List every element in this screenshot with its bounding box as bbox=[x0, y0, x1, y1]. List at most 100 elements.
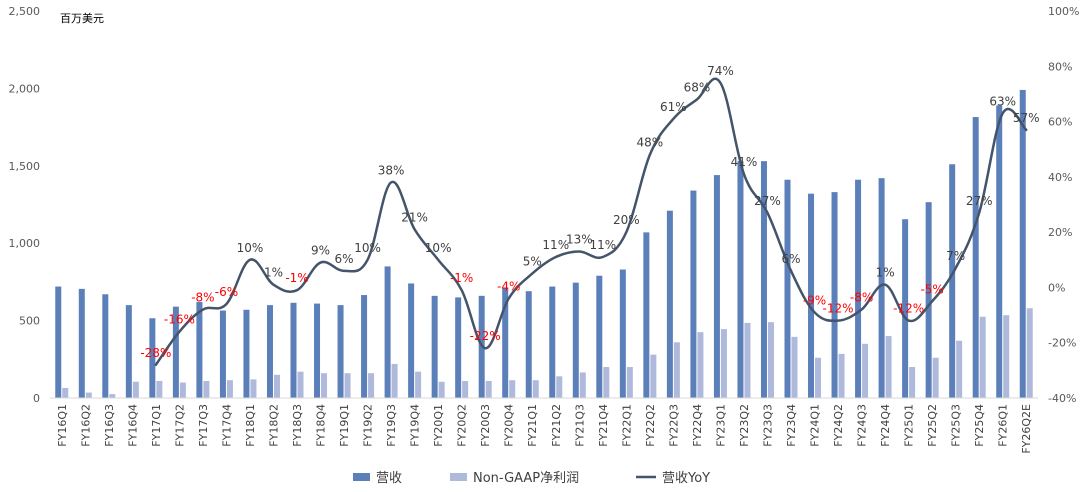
revenue-bar bbox=[502, 288, 509, 398]
yoy-data-label: 61% bbox=[660, 100, 687, 114]
left-y-tick-label: 1,000 bbox=[9, 237, 41, 250]
yoy-data-label: 41% bbox=[731, 155, 758, 169]
net-profit-bar bbox=[979, 316, 986, 398]
x-tick-label: FY18Q4 bbox=[315, 404, 328, 447]
yoy-data-label: 57% bbox=[1013, 111, 1040, 125]
net-profit-bar bbox=[603, 367, 610, 398]
left-y-tick-label: 2,500 bbox=[9, 5, 41, 18]
net-profit-bar bbox=[297, 371, 304, 398]
x-tick-label: FY17Q1 bbox=[150, 404, 163, 447]
net-profit-bar bbox=[273, 374, 280, 398]
net-profit-bar bbox=[156, 380, 163, 398]
x-tick-label: FY20Q3 bbox=[479, 404, 492, 447]
yoy-data-label: -12% bbox=[893, 302, 924, 316]
net-profit-bar bbox=[203, 380, 210, 398]
x-tick-label: FY17Q3 bbox=[197, 404, 210, 447]
revenue-bar bbox=[314, 303, 321, 398]
yoy-data-label: 68% bbox=[684, 80, 711, 94]
net-profit-bar bbox=[226, 380, 233, 398]
x-tick-label: FY18Q2 bbox=[267, 404, 280, 447]
net-profit-bar bbox=[415, 371, 422, 398]
x-tick-label: FY16Q4 bbox=[126, 404, 139, 447]
left-y-tick-label: 500 bbox=[19, 315, 40, 328]
yoy-data-label: -8% bbox=[191, 291, 214, 305]
x-tick-label: FY21Q4 bbox=[597, 404, 610, 447]
revenue-bar bbox=[972, 117, 979, 399]
revenue-bar bbox=[902, 219, 909, 398]
revenue-bar bbox=[690, 190, 697, 398]
legend: 营收 Non-GAAP净利润 营收YoY bbox=[353, 471, 710, 486]
left-y-tick-label: 1,500 bbox=[9, 160, 41, 173]
yoy-data-label: 10% bbox=[425, 241, 452, 255]
net-profit-bar bbox=[956, 340, 963, 398]
x-tick-label: FY20Q1 bbox=[432, 404, 445, 447]
yoy-data-label: -9% bbox=[803, 293, 826, 307]
net-profit-bar bbox=[391, 363, 398, 398]
x-tick-label: FY26Q2E bbox=[1020, 404, 1033, 454]
yoy-data-label: 10% bbox=[354, 241, 381, 255]
yoy-data-label: -1% bbox=[450, 271, 473, 285]
x-tick-label: FY16Q1 bbox=[56, 404, 69, 447]
x-tick-label: FY22Q1 bbox=[620, 404, 633, 447]
yoy-data-label: 6% bbox=[335, 252, 354, 266]
revenue-bar bbox=[525, 291, 532, 398]
yoy-data-label: 1% bbox=[264, 266, 283, 280]
x-tick-label: FY16Q2 bbox=[79, 404, 92, 447]
x-tick-label: FY24Q3 bbox=[856, 404, 869, 447]
revenue-bar bbox=[196, 302, 203, 398]
yoy-data-label: 27% bbox=[754, 194, 781, 208]
net-profit-bar bbox=[321, 373, 328, 398]
revenue-bar bbox=[55, 286, 62, 398]
net-profit-bar bbox=[250, 379, 257, 398]
right-y-tick-label: 0% bbox=[1048, 281, 1065, 294]
net-profit-bar bbox=[815, 357, 822, 398]
yoy-data-label: 6% bbox=[781, 252, 800, 266]
net-profit-bar bbox=[368, 373, 375, 398]
x-tick-label: FY25Q2 bbox=[926, 404, 939, 447]
yoy-data-label: 1% bbox=[876, 266, 895, 280]
revenue-bar bbox=[737, 161, 744, 398]
x-tick-label: FY26Q1 bbox=[997, 404, 1010, 447]
x-tick-label: FY19Q2 bbox=[362, 404, 375, 447]
revenue-bar bbox=[266, 305, 273, 398]
x-tick-label: FY20Q4 bbox=[503, 404, 516, 447]
revenue-bar bbox=[549, 286, 556, 398]
net-profit-bar bbox=[885, 336, 892, 398]
net-profit-bar bbox=[673, 342, 680, 398]
revenue-bar bbox=[243, 309, 250, 398]
yoy-data-label: -22% bbox=[470, 329, 501, 343]
x-tick-label: FY23Q3 bbox=[761, 404, 774, 447]
right-y-tick-label: 80% bbox=[1048, 60, 1072, 73]
x-tick-label: FY19Q1 bbox=[338, 404, 351, 447]
revenue-bar bbox=[149, 318, 156, 398]
unit-label: 百万美元 bbox=[60, 12, 104, 25]
revenue-bar bbox=[78, 288, 85, 398]
revenue-bar bbox=[666, 210, 673, 398]
yoy-data-label: -5% bbox=[920, 282, 943, 296]
yoy-data-label: 48% bbox=[637, 136, 664, 150]
x-tick-label: FY21Q2 bbox=[550, 404, 563, 447]
legend-label-yoy: 营收YoY bbox=[662, 471, 710, 486]
x-tick-label: FY19Q3 bbox=[385, 404, 398, 447]
yoy-data-label: 21% bbox=[401, 210, 428, 224]
net-profit-bar bbox=[85, 392, 92, 398]
x-tick-label: FY18Q3 bbox=[291, 404, 304, 447]
revenue-bar bbox=[219, 310, 226, 398]
yoy-data-label: 11% bbox=[589, 238, 616, 252]
revenue-bar bbox=[337, 305, 344, 398]
yoy-data-label: -8% bbox=[850, 291, 873, 305]
x-tick-label: FY25Q3 bbox=[950, 404, 963, 447]
yoy-data-label: -6% bbox=[215, 285, 238, 299]
revenue-bar bbox=[431, 295, 438, 398]
revenue-bar bbox=[925, 202, 932, 398]
x-tick-label: FY22Q3 bbox=[667, 404, 680, 447]
right-y-tick-label: -20% bbox=[1048, 337, 1076, 350]
net-profit-bar bbox=[109, 394, 116, 398]
x-tick-label: FY22Q4 bbox=[691, 404, 704, 447]
legend-swatch-revenue bbox=[353, 473, 370, 481]
yoy-line-group bbox=[154, 77, 1028, 367]
net-profit-bar bbox=[532, 380, 539, 398]
net-profit-bar bbox=[462, 380, 469, 398]
